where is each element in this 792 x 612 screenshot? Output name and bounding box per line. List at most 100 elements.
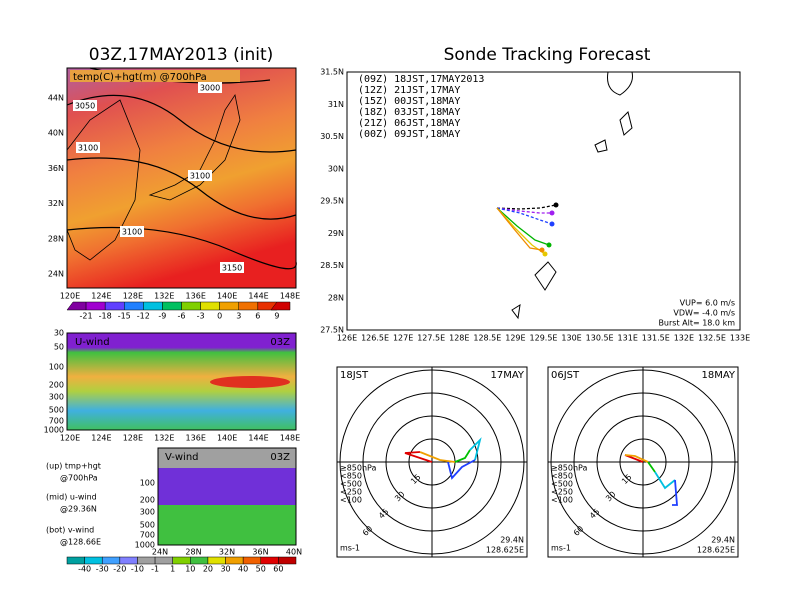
colorbar-cell <box>101 556 121 565</box>
colorbar-cell <box>270 301 291 311</box>
x-tick-label: 132E <box>674 334 694 343</box>
ring <box>596 415 690 509</box>
colorbar-label: -9 <box>158 312 166 321</box>
x-tick-label: 130.5E <box>586 334 614 343</box>
level-label: <850 <box>551 472 573 481</box>
hodo-line <box>672 479 678 506</box>
y-tick-label: 28N <box>328 293 344 302</box>
track-end <box>546 242 552 248</box>
y-tick-label: 44N <box>48 94 64 103</box>
y-tick-label: 50 <box>54 343 64 352</box>
colorbar-label: 50 <box>256 565 266 574</box>
colorbar-label: -30 <box>96 565 109 574</box>
x-tick-label: 140E <box>217 292 237 301</box>
u-frame <box>66 332 297 431</box>
y-tick-label: 24N <box>48 270 64 279</box>
level-label: <100 <box>551 496 573 505</box>
y-tick-label: 500 <box>49 406 64 415</box>
note: @700hPa <box>60 474 98 483</box>
hodo-line <box>404 451 433 463</box>
track-end <box>542 251 548 257</box>
hodo-line <box>419 451 456 463</box>
hodo-line <box>647 461 656 473</box>
colorbar-cell <box>172 556 191 565</box>
x-tick-label: 148E <box>280 292 300 301</box>
y-tick-label: 30N <box>328 164 344 173</box>
colorbar-cell <box>238 301 259 311</box>
colorbar-cell <box>260 556 279 565</box>
x-tick-label: 131E <box>618 334 638 343</box>
colorbar-cell <box>124 301 144 311</box>
track-end <box>539 247 545 253</box>
hodo-line <box>447 459 476 480</box>
contour-label: 3100 <box>78 144 98 153</box>
colorbar-label: -21 <box>80 312 93 321</box>
y-tick-label: 100 <box>49 363 64 372</box>
colorbar-label: 9 <box>274 312 279 321</box>
y-tick-label: 40N <box>48 129 64 138</box>
colorbar-label: -40 <box>78 565 91 574</box>
info: Burst Alt= 18.0 km <box>658 319 735 328</box>
colorbar-label: 3 <box>236 312 241 321</box>
hodo-line <box>624 454 649 463</box>
v-top <box>158 448 296 468</box>
contour-label-bg <box>188 170 212 181</box>
note: @29.36N <box>60 505 97 514</box>
v-frame <box>157 447 297 546</box>
legend-entry: (00Z) 09JST,18MAY <box>358 129 460 140</box>
note: (bot) v-wind <box>46 526 94 535</box>
x-tick-label: 132E <box>154 292 174 301</box>
colorbar-cell <box>278 556 297 565</box>
info: VDW= -4.0 m/s <box>673 309 735 318</box>
colorbar-cell <box>162 301 182 311</box>
x-tick-label: 128E <box>123 292 143 301</box>
left-title: 03Z,17MAY2013 (init) <box>89 45 274 65</box>
y-tick-label: 700 <box>140 531 155 540</box>
y-tick-label: 200 <box>49 381 64 390</box>
colorbar-label: -20 <box>113 565 126 574</box>
level-label: <500 <box>551 480 573 489</box>
ring <box>573 392 713 532</box>
legend-entry: (18Z) 03JST,18MAY <box>358 107 460 118</box>
hodo-unit: ms-1 <box>340 544 360 553</box>
colorbar-label: 1 <box>170 565 175 574</box>
track-end <box>553 202 559 208</box>
contour-label: 3100 <box>190 172 210 181</box>
legend-entry: (15Z) 00JST,18MAY <box>358 96 460 107</box>
colorbar-cell <box>207 556 226 565</box>
level-label: ≥850hPa <box>340 464 377 473</box>
colorbar-cell <box>143 301 163 311</box>
x-tick-label: 36N <box>252 548 268 557</box>
y-tick-label: 1000 <box>44 426 64 435</box>
island <box>511 71 633 320</box>
x-tick-label: 129E <box>505 334 525 343</box>
y-tick-label: 100 <box>140 479 155 488</box>
height-contour <box>66 67 297 270</box>
x-tick-label: 128E <box>449 334 469 343</box>
hodo-date: 17MAY <box>490 370 524 381</box>
u-label: U-wind <box>75 337 110 348</box>
x-tick-label: 126E <box>337 334 357 343</box>
y-tick-label: 1000 <box>135 541 155 550</box>
track-end <box>549 221 555 227</box>
hodo-line <box>454 449 471 463</box>
colorbar-cell <box>84 556 103 565</box>
track <box>496 207 543 251</box>
colorbar-cell <box>219 301 239 311</box>
contour-label: 3100 <box>122 228 142 237</box>
hodo-lat: 29.4N <box>711 536 735 545</box>
note: (up) tmp+hgt <box>46 462 101 471</box>
x-tick-label: 124E <box>91 292 111 301</box>
hodo-line <box>469 437 482 461</box>
colorbar-cell <box>137 556 156 565</box>
label-box <box>70 70 240 82</box>
level-label: <250 <box>551 488 573 497</box>
ring <box>362 392 502 532</box>
y-tick-label: 700 <box>49 417 64 426</box>
x-tick-label: 24N <box>152 548 168 557</box>
y-tick-label: 31.5N <box>320 68 344 77</box>
x-tick-label: 128.5E <box>473 334 501 343</box>
contour-label-bg <box>73 100 97 111</box>
colorbar-cell <box>190 556 209 565</box>
